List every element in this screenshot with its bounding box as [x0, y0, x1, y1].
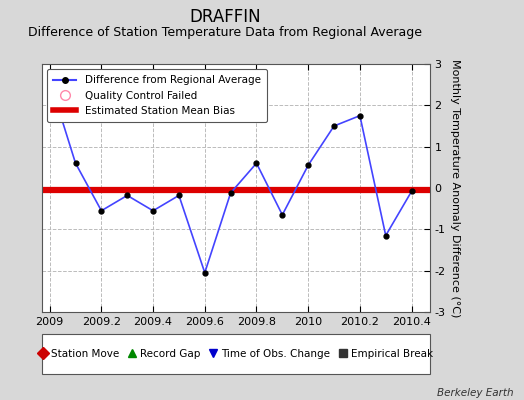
- Legend: Station Move, Record Gap, Time of Obs. Change, Empirical Break: Station Move, Record Gap, Time of Obs. C…: [35, 346, 436, 362]
- Text: Difference of Station Temperature Data from Regional Average: Difference of Station Temperature Data f…: [28, 26, 422, 39]
- Legend: Difference from Regional Average, Quality Control Failed, Estimated Station Mean: Difference from Regional Average, Qualit…: [47, 69, 267, 122]
- Text: DRAFFIN: DRAFFIN: [190, 8, 261, 26]
- Y-axis label: Monthly Temperature Anomaly Difference (°C): Monthly Temperature Anomaly Difference (…: [450, 59, 460, 317]
- Text: Berkeley Earth: Berkeley Earth: [437, 388, 514, 398]
- FancyBboxPatch shape: [42, 334, 430, 374]
